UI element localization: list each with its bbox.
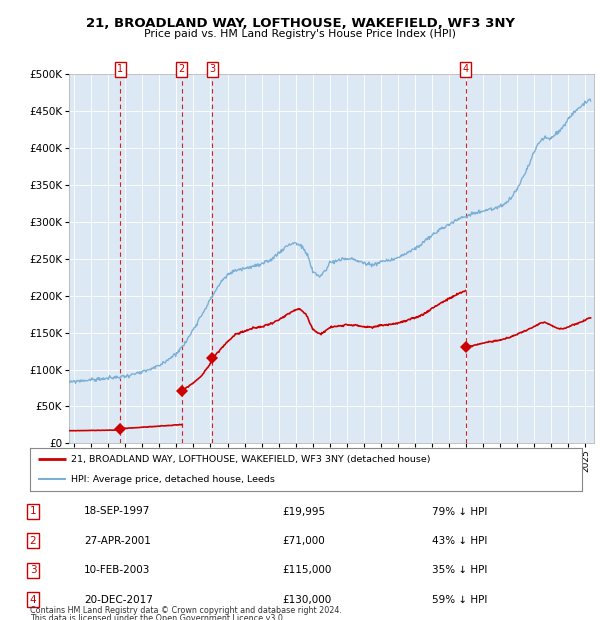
Text: 18-SEP-1997: 18-SEP-1997 [84, 507, 151, 516]
Text: £19,995: £19,995 [282, 507, 325, 516]
Text: 35% ↓ HPI: 35% ↓ HPI [432, 565, 487, 575]
Text: 1: 1 [118, 64, 124, 74]
Text: 21, BROADLAND WAY, LOFTHOUSE, WAKEFIELD, WF3 3NY: 21, BROADLAND WAY, LOFTHOUSE, WAKEFIELD,… [86, 17, 515, 30]
Text: 43% ↓ HPI: 43% ↓ HPI [432, 536, 487, 546]
Text: 27-APR-2001: 27-APR-2001 [84, 536, 151, 546]
Text: 21, BROADLAND WAY, LOFTHOUSE, WAKEFIELD, WF3 3NY (detached house): 21, BROADLAND WAY, LOFTHOUSE, WAKEFIELD,… [71, 455, 431, 464]
Text: Contains HM Land Registry data © Crown copyright and database right 2024.: Contains HM Land Registry data © Crown c… [30, 606, 342, 616]
Text: 3: 3 [29, 565, 37, 575]
Text: HPI: Average price, detached house, Leeds: HPI: Average price, detached house, Leed… [71, 475, 275, 484]
Text: 20-DEC-2017: 20-DEC-2017 [84, 595, 153, 604]
Text: 4: 4 [29, 595, 37, 604]
Text: 4: 4 [463, 64, 469, 74]
Text: 1: 1 [29, 507, 37, 516]
Text: £71,000: £71,000 [282, 536, 325, 546]
Text: Price paid vs. HM Land Registry's House Price Index (HPI): Price paid vs. HM Land Registry's House … [144, 29, 456, 39]
Text: 3: 3 [209, 64, 215, 74]
Text: 79% ↓ HPI: 79% ↓ HPI [432, 507, 487, 516]
Text: This data is licensed under the Open Government Licence v3.0.: This data is licensed under the Open Gov… [30, 614, 286, 620]
Text: 10-FEB-2003: 10-FEB-2003 [84, 565, 151, 575]
Text: 59% ↓ HPI: 59% ↓ HPI [432, 595, 487, 604]
Text: 2: 2 [29, 536, 37, 546]
Text: 2: 2 [179, 64, 185, 74]
Text: £115,000: £115,000 [282, 565, 331, 575]
Text: £130,000: £130,000 [282, 595, 331, 604]
